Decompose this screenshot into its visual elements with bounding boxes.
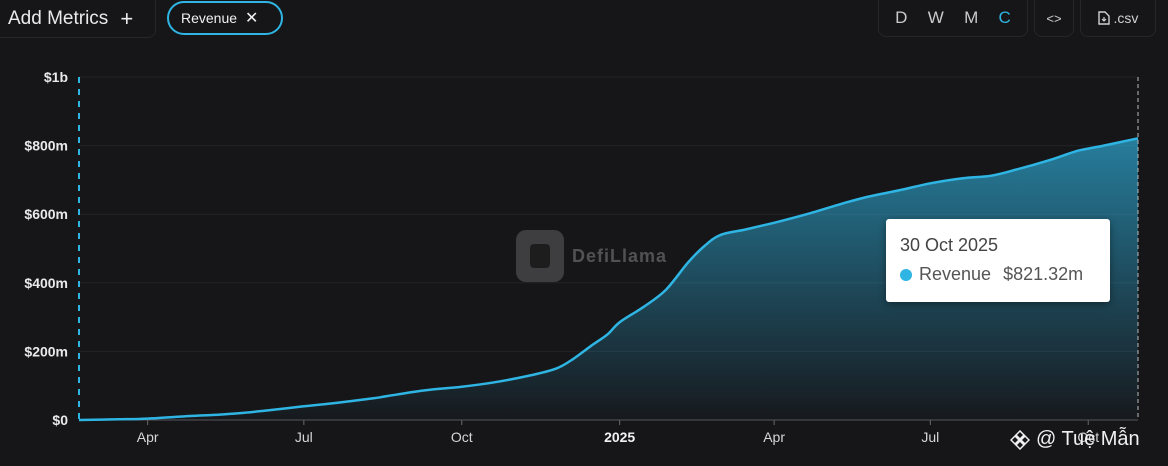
y-tick-label: $1b [44,69,68,85]
author-credit: @ Tuệ Mẫn [1010,428,1140,451]
x-tick-label: Oct [1077,429,1099,445]
csv-label: .csv [1113,10,1139,26]
metric-pill-label: Revenue [181,10,238,26]
tooltip-series-row: Revenue $821.32m [900,264,1096,285]
period-monthly[interactable]: M [964,8,979,27]
x-tick-label: Apr [763,429,785,445]
chart-tooltip: 30 Oct 2025 Revenue $821.32m [886,219,1110,302]
series-dot-icon [900,268,912,281]
period-selector: D W M C [878,0,1028,37]
period-weekly[interactable]: W [927,8,944,27]
period-daily[interactable]: D [895,8,908,27]
tooltip-value: $821.32m [1003,264,1084,284]
llama-logo-icon [516,230,564,282]
file-download-icon [1097,11,1110,25]
diamond-logo-icon [1010,429,1030,450]
x-axis: Apr Jul Oct 2025 Apr Jul Oct [79,419,1138,445]
embed-button[interactable]: <> [1034,0,1074,37]
x-tick-label: 2025 [604,429,635,445]
defillama-watermark: DefiLlama [516,230,667,282]
tooltip-series-name: Revenue [919,264,992,284]
add-metrics-label: Add Metrics [8,7,109,29]
y-tick-label: $0 [52,412,68,428]
plus-icon: + [120,5,134,31]
x-tick-label: Jul [295,429,313,445]
y-tick-label: $800m [24,138,68,154]
revenue-line [78,137,1139,422]
credit-text: @ Tuệ Mẫn [1036,428,1140,450]
revenue-area [79,138,1138,421]
revenue-metric-pill[interactable]: Revenue ✕ [167,1,283,35]
y-axis: $0 $200m $400m $600m $800m $1b [24,69,68,428]
code-icon: <> [1046,10,1062,26]
chart-toolbar: Add Metrics + Revenue ✕ D W M C <> .csv [0,0,1168,40]
x-tick-label: Jul [921,429,939,445]
tooltip-date: 30 Oct 2025 [900,235,999,255]
csv-download-button[interactable]: .csv [1080,0,1156,37]
y-tick-label: $600m [24,206,68,222]
x-tick-label: Oct [451,429,473,445]
y-tick-label: $200m [24,343,68,359]
add-metrics-button[interactable]: Add Metrics + [0,0,156,38]
period-cumulative[interactable]: C [998,8,1011,27]
close-icon[interactable]: ✕ [245,10,259,27]
x-tick-label: Apr [137,429,159,445]
watermark-text: DefiLlama [572,245,668,266]
y-tick-label: $400m [24,275,68,291]
